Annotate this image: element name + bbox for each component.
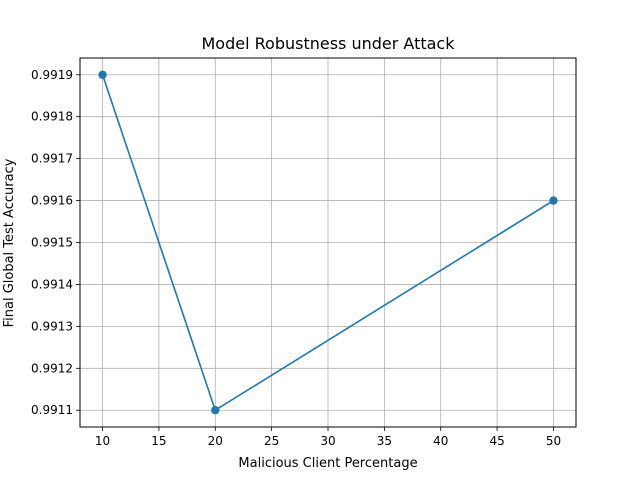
y-tick-label: 0.9911 <box>31 403 73 417</box>
x-tick-label: 15 <box>151 434 166 448</box>
x-tick-label: 35 <box>377 434 392 448</box>
y-tick-label: 0.9916 <box>31 194 73 208</box>
data-point <box>549 196 558 205</box>
x-tick-label: 10 <box>95 434 110 448</box>
y-tick-label: 0.9914 <box>31 277 73 291</box>
x-axis-label: Malicious Client Percentage <box>238 456 417 471</box>
x-tick-label: 30 <box>320 434 335 448</box>
y-tick-label: 0.9919 <box>31 68 73 82</box>
x-tick-label: 40 <box>433 434 448 448</box>
y-axis-label: Final Global Test Accuracy <box>2 158 17 327</box>
chart-title: Model Robustness under Attack <box>202 34 456 53</box>
data-point <box>211 406 220 415</box>
series-layer <box>98 70 558 415</box>
x-tick-label: 20 <box>208 434 223 448</box>
x-tick-label: 25 <box>264 434 279 448</box>
x-tick-label: 45 <box>489 434 504 448</box>
data-point <box>98 70 107 79</box>
x-ticks: 10 15 20 25 30 35 40 45 50 <box>95 427 561 448</box>
y-tick-label: 0.9913 <box>31 319 73 333</box>
y-tick-label: 0.9917 <box>31 152 73 166</box>
x-tick-label: 50 <box>546 434 561 448</box>
y-tick-label: 0.9912 <box>31 361 73 375</box>
y-ticks: 0.9911 0.9912 0.9913 0.9914 0.9915 0.9916 0.99… <box>31 68 80 417</box>
y-tick-label: 0.9915 <box>31 236 73 250</box>
grid-layer <box>80 58 576 427</box>
y-tick-label: 0.9918 <box>31 110 73 124</box>
